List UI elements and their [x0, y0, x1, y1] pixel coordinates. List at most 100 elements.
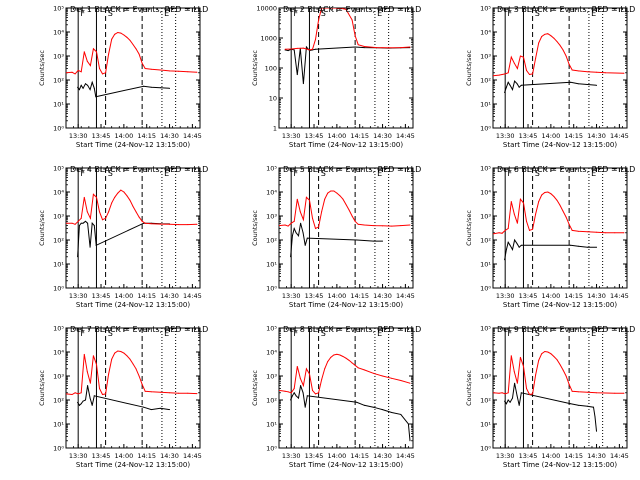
data-point — [150, 86, 152, 88]
data-point — [324, 8, 326, 9]
x-tick-label: 13:30 — [496, 452, 515, 460]
data-point — [141, 62, 143, 64]
y-tick-label: 10² — [53, 397, 64, 405]
y-tick-label: 10⁴ — [480, 349, 491, 357]
data-point — [86, 371, 88, 373]
marker-label-S: S — [535, 169, 540, 178]
data-point — [594, 416, 596, 418]
x-tick-label: 13:30 — [282, 132, 301, 140]
y-tick-label: 10¹ — [53, 421, 64, 429]
data-point — [382, 409, 384, 411]
data-point — [544, 192, 546, 194]
y-tick-label: 10¹ — [266, 261, 277, 269]
data-point — [159, 69, 161, 71]
panel-title: Det 4 BLACK = Events, RED = LLD — [70, 165, 208, 174]
data-point — [519, 356, 521, 358]
data-point — [363, 47, 365, 49]
data-point — [74, 392, 76, 394]
y-axis-label: Counts/sec — [465, 50, 473, 86]
x-tick-label: 14:15 — [350, 132, 369, 140]
data-point — [507, 72, 509, 74]
data-point — [290, 256, 292, 258]
x-tick-label: 13:45 — [92, 292, 111, 300]
data-point — [519, 198, 521, 200]
data-point — [287, 391, 289, 393]
panel-title: Det 2 BLACK = Events, RED = LLD — [283, 5, 421, 14]
data-point — [108, 53, 110, 55]
data-point — [409, 440, 411, 442]
data-point — [504, 229, 506, 231]
data-point — [83, 196, 85, 198]
data-point — [83, 353, 85, 355]
data-point — [623, 72, 625, 74]
data-point — [571, 69, 573, 71]
y-tick-label: 1000 — [260, 35, 277, 43]
x-axis-label: Start Time (24-Nov-12 13:15:00) — [289, 301, 403, 309]
data-point — [518, 246, 520, 248]
x-tick-label: 14:45 — [396, 132, 415, 140]
y-tick-label: 10³ — [53, 213, 64, 221]
marker-label-S: S — [108, 9, 113, 18]
data-point — [509, 84, 511, 86]
data-point — [84, 83, 86, 85]
data-point — [290, 399, 292, 401]
y-tick-label: 10¹ — [53, 261, 64, 269]
data-point — [529, 73, 531, 75]
data-point — [141, 383, 143, 385]
data-point — [324, 368, 326, 370]
data-point — [571, 229, 573, 231]
data-point — [143, 406, 145, 408]
data-point — [92, 193, 94, 195]
data-point — [293, 49, 295, 51]
data-point — [284, 390, 286, 392]
data-point — [80, 84, 82, 86]
data-point — [327, 192, 329, 194]
data-point — [535, 57, 537, 59]
y-tick-label: 10⁰ — [480, 445, 491, 453]
marker-lines — [504, 328, 604, 448]
data-point — [87, 84, 89, 86]
lld-series-line — [279, 190, 411, 230]
data-point — [333, 8, 335, 9]
data-point — [187, 224, 189, 226]
data-point — [550, 35, 552, 37]
y-tick-label: 10¹ — [480, 421, 491, 429]
y-tick-label: 10³ — [480, 373, 491, 381]
data-point — [596, 71, 598, 73]
data-point — [80, 217, 82, 219]
data-point — [596, 231, 598, 233]
data-point — [279, 225, 280, 227]
plot-frame — [492, 7, 628, 129]
data-point — [345, 204, 347, 206]
y-axis-label: Counts/sec — [465, 210, 473, 246]
data-point — [577, 404, 579, 406]
data-point — [498, 74, 500, 76]
lld-series-line — [66, 350, 198, 396]
y-tick-label: 10³ — [53, 373, 64, 381]
data-point — [111, 202, 113, 204]
data-point — [296, 74, 298, 76]
x-tick-label: 14:30 — [587, 292, 606, 300]
data-point — [102, 73, 104, 75]
data-point — [565, 55, 567, 57]
data-point — [388, 47, 390, 49]
data-point — [144, 390, 146, 392]
data-point — [74, 73, 76, 75]
y-tick-label: 10⁵ — [266, 325, 277, 333]
data-point — [565, 375, 567, 377]
data-point — [92, 355, 94, 357]
data-point — [114, 33, 116, 35]
marker-label-F: F — [507, 329, 512, 338]
data-point — [493, 75, 494, 77]
x-tick-label: 13:45 — [305, 132, 324, 140]
data-point — [284, 224, 286, 226]
data-point — [129, 199, 131, 201]
events-series-line — [504, 383, 597, 432]
events-series-line — [77, 220, 170, 257]
data-point — [77, 220, 79, 222]
data-point — [507, 241, 509, 243]
y-tick-label: 10¹ — [53, 101, 64, 109]
data-point — [82, 87, 84, 89]
data-point — [577, 83, 579, 85]
panel-det-9: 10⁰ 10¹ 10² 10³ 10⁴ 10⁵ 13:30 13:45 14:00 14:15 14… — [465, 325, 635, 470]
